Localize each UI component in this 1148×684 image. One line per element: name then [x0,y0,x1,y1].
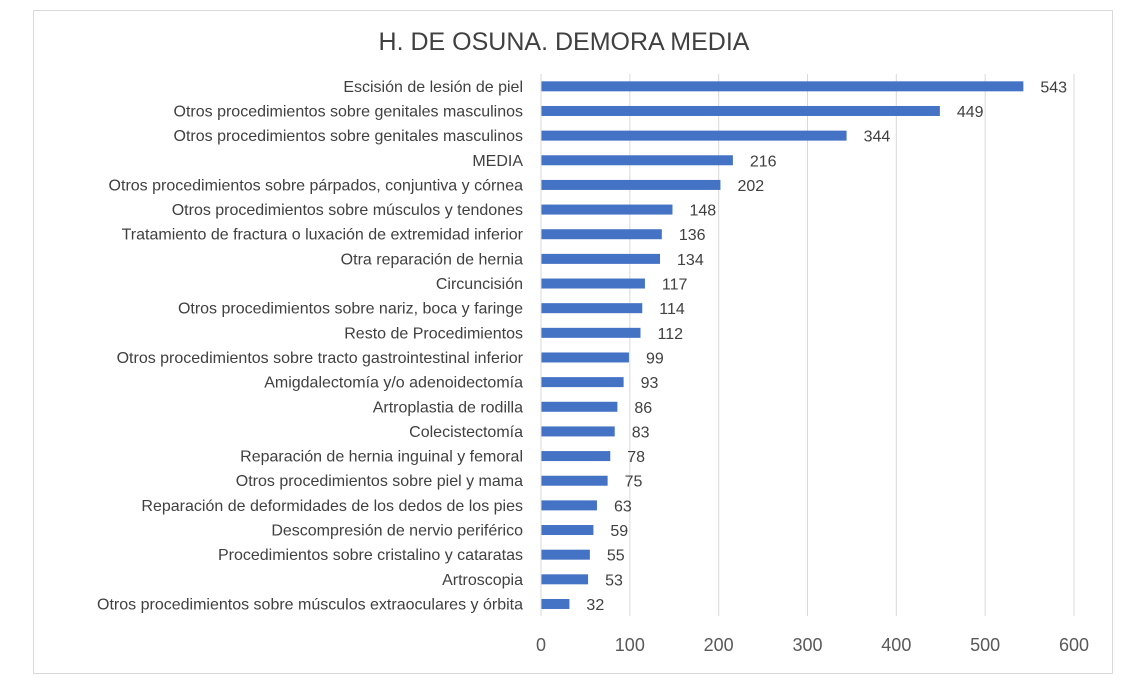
category-label: Otros procedimientos sobre párpados, con… [109,177,524,194]
value-label: 93 [641,375,659,392]
category-label: MEDIA [472,153,523,170]
category-label: Descompresión de nervio periférico [271,523,523,540]
category-label: Procedimientos sobre cristalino y catara… [218,547,523,564]
bar [541,352,629,363]
category-label: Otros procedimientos sobre piel y mama [236,473,523,490]
bar [541,229,662,240]
category-label: Amigdalectomía y/o adenoidectomía [264,375,523,392]
category-label: Escisión de lesión de piel [343,79,523,96]
value-label: 114 [659,301,685,318]
category-label: Otros procedimientos sobre nariz, boca y… [178,301,523,318]
category-label: Otros procedimientos sobre tracto gastro… [117,350,524,367]
bar [541,598,570,609]
bar [541,253,661,264]
category-label: Artroscopia [442,572,523,589]
chart-frame [33,10,1113,674]
bar [541,574,589,585]
bar [541,204,673,215]
x-tick-label: 600 [1059,635,1089,655]
value-label: 55 [607,548,625,565]
bar [541,525,594,536]
chart-title: H. DE OSUNA. DEMORA MEDIA [378,28,750,56]
category-label: Reparación de deformidades de los dedos … [141,498,523,515]
category-label: Resto de Procedimientos [344,325,523,342]
value-label: 53 [605,572,623,589]
category-label: Circuncisión [436,276,523,293]
x-tick-label: 300 [792,635,822,655]
value-label: 63 [614,498,632,515]
bar [541,401,618,412]
bar [541,549,590,560]
value-label: 202 [737,178,764,195]
bar [541,130,847,141]
bar [541,105,940,116]
value-label: 543 [1040,79,1067,96]
value-label: 134 [677,252,704,269]
x-tick-label: 100 [615,635,645,655]
category-label: Otros procedimientos sobre músculos extr… [97,596,523,613]
x-tick-label: 500 [970,635,1000,655]
bar [541,81,1024,92]
value-label: 117 [662,277,688,294]
bar [541,179,721,190]
value-label: 78 [627,449,645,466]
category-label: Colecistectomía [409,424,523,441]
category-label: Otros procedimientos sobre genitales mas… [174,128,524,145]
category-label: Tratamiento de fractura o luxación de ex… [122,227,524,244]
bar [541,278,645,289]
bar [541,500,597,511]
value-label: 32 [586,597,604,614]
x-tick-label: 200 [704,635,734,655]
bar [541,377,624,388]
category-label: Artroplastia de rodilla [373,399,523,416]
value-label: 112 [657,326,683,343]
value-label: 86 [634,400,652,417]
bar [541,475,608,486]
value-label: 216 [750,153,777,170]
value-label: 75 [625,474,643,491]
value-label: 99 [646,350,664,367]
bar [541,155,733,166]
bar [541,327,641,338]
value-label: 148 [689,203,716,220]
bar [541,426,615,437]
x-tick-label: 0 [536,635,546,655]
bar [541,451,611,462]
bar [541,303,643,314]
value-label: 59 [610,523,628,540]
value-label: 344 [864,129,891,146]
category-label: Reparación de hernia inguinal y femoral [240,449,523,466]
category-label: Otros procedimientos sobre genitales mas… [174,103,524,120]
value-label: 449 [957,104,984,121]
value-label: 136 [679,227,706,244]
category-label: Otra reparación de hernia [341,251,523,268]
value-label: 83 [632,424,650,441]
category-label: Otros procedimientos sobre músculos y te… [172,202,523,219]
x-tick-label: 400 [881,635,911,655]
